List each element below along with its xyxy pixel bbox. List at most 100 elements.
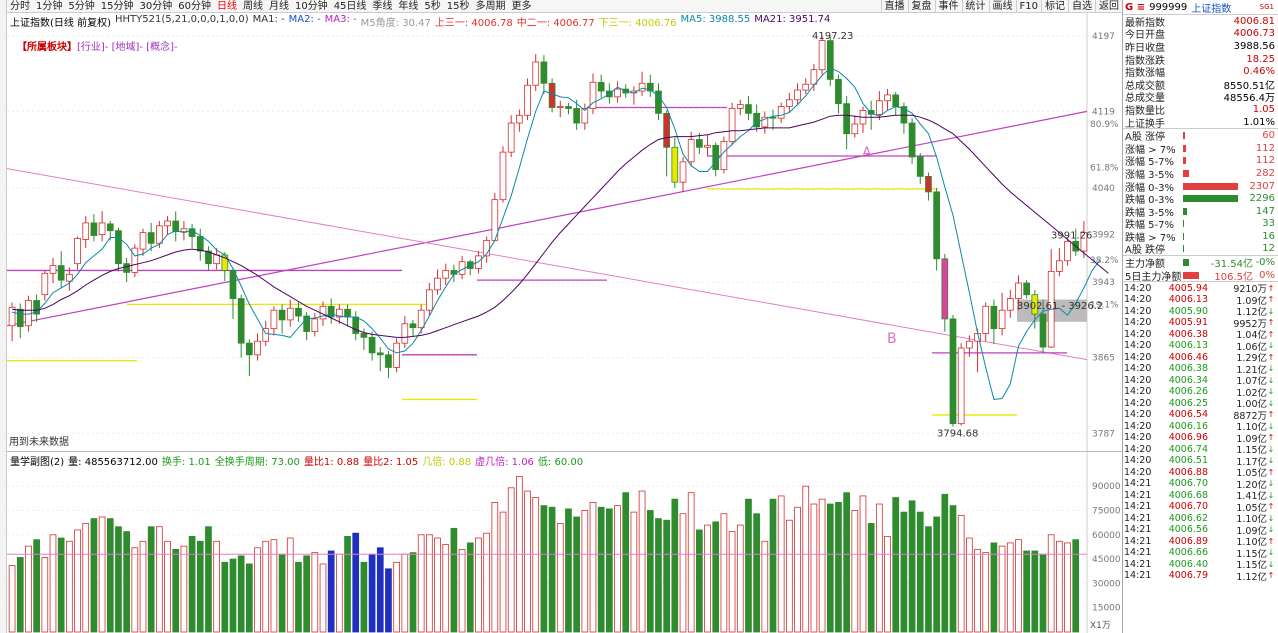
volume-bar[interactable] bbox=[540, 505, 548, 633]
tab-tool[interactable]: 统计 bbox=[961, 0, 989, 13]
candle[interactable] bbox=[941, 258, 949, 320]
volume-bar[interactable] bbox=[41, 557, 49, 633]
volume-bar[interactable] bbox=[295, 561, 302, 633]
candle[interactable] bbox=[229, 270, 237, 299]
volume-bar[interactable] bbox=[884, 536, 891, 633]
volume-bar[interactable] bbox=[311, 552, 319, 633]
candle[interactable] bbox=[286, 307, 294, 321]
candle[interactable] bbox=[736, 104, 744, 109]
volume-bar[interactable] bbox=[336, 553, 343, 633]
volume-bar[interactable] bbox=[1006, 542, 1014, 633]
volume-bar[interactable] bbox=[90, 518, 98, 633]
sector-info[interactable]: 【所属板块】[行业]- [地域]- [概念]- bbox=[17, 38, 178, 53]
volume-bar[interactable] bbox=[851, 510, 859, 633]
tab-tool[interactable]: 事件 bbox=[934, 0, 962, 13]
tick-row[interactable]: 14:20 4006.26 1.02亿 ↓ bbox=[1123, 386, 1278, 399]
candle[interactable] bbox=[925, 175, 932, 193]
volume-bar[interactable] bbox=[57, 537, 65, 633]
volume-bar[interactable] bbox=[622, 492, 630, 633]
candle[interactable] bbox=[1023, 282, 1030, 296]
volume-bar[interactable] bbox=[982, 552, 990, 633]
volume-bar[interactable] bbox=[213, 540, 220, 633]
volume-bar[interactable] bbox=[679, 513, 687, 633]
volume-bar[interactable] bbox=[156, 526, 163, 633]
candle[interactable] bbox=[1064, 240, 1071, 262]
volume-bar[interactable] bbox=[1056, 540, 1063, 633]
candle[interactable] bbox=[49, 265, 57, 274]
volume-bar[interactable] bbox=[630, 511, 638, 633]
volume-bar[interactable] bbox=[1039, 553, 1047, 633]
candle[interactable] bbox=[303, 315, 310, 332]
volume-bar[interactable] bbox=[483, 532, 490, 633]
tab-tool[interactable]: 返回 bbox=[1095, 0, 1122, 13]
volume-bar[interactable] bbox=[1047, 534, 1055, 633]
volume-bar[interactable] bbox=[319, 563, 327, 633]
tab-period[interactable]: 周线 bbox=[242, 0, 263, 12]
candle[interactable] bbox=[90, 222, 98, 236]
candle[interactable] bbox=[679, 161, 687, 183]
volume-bar[interactable] bbox=[720, 513, 728, 633]
tick-row[interactable]: 14:21 4006.66 1.15亿 ↓ bbox=[1123, 547, 1278, 560]
candle[interactable] bbox=[147, 232, 155, 244]
candle[interactable] bbox=[777, 106, 785, 119]
tab-period[interactable]: 1分钟 bbox=[36, 0, 63, 12]
volume-bar[interactable] bbox=[876, 503, 883, 633]
volume-bar[interactable] bbox=[1023, 550, 1030, 633]
candle[interactable] bbox=[368, 336, 376, 354]
volume-bar[interactable] bbox=[442, 544, 450, 633]
volume-bar[interactable] bbox=[966, 537, 973, 633]
volume-bar[interactable] bbox=[581, 510, 589, 633]
volume-bar[interactable] bbox=[139, 540, 147, 633]
tab-period[interactable]: 月线 bbox=[268, 0, 289, 12]
candle[interactable] bbox=[41, 272, 49, 296]
tick-row[interactable]: 14:20 4006.13 1.09亿 ↑ bbox=[1123, 294, 1278, 307]
volume-bar[interactable] bbox=[941, 493, 949, 633]
trend-line-up[interactable] bbox=[7, 110, 1088, 327]
volume-bar[interactable] bbox=[998, 545, 1006, 633]
candle[interactable] bbox=[851, 123, 859, 135]
candle[interactable] bbox=[720, 141, 728, 170]
candle[interactable] bbox=[802, 83, 810, 91]
candle[interactable] bbox=[581, 108, 589, 124]
tick-row[interactable]: 14:21 4006.40 1.15亿 ↓ bbox=[1123, 558, 1278, 572]
tab-period[interactable]: 15秒 bbox=[446, 0, 470, 12]
candle[interactable] bbox=[933, 191, 940, 260]
volume-bar[interactable] bbox=[164, 540, 171, 633]
candle[interactable] bbox=[131, 247, 139, 273]
tick-row[interactable]: 14:21 4006.70 1.20亿 ↓ bbox=[1123, 478, 1278, 491]
candle[interactable] bbox=[246, 342, 253, 356]
tick-row[interactable]: 14:20 4006.38 1.21亿 ↓ bbox=[1123, 363, 1278, 376]
candle[interactable] bbox=[753, 112, 760, 128]
candle[interactable] bbox=[818, 40, 826, 71]
candle[interactable] bbox=[66, 273, 73, 282]
trend-line-down[interactable] bbox=[7, 168, 1088, 361]
candle[interactable] bbox=[115, 230, 122, 265]
volume-bar[interactable] bbox=[25, 545, 32, 633]
volume-bar[interactable] bbox=[933, 516, 940, 633]
candle[interactable] bbox=[786, 99, 793, 107]
tab-period[interactable]: 30分钟 bbox=[139, 0, 173, 12]
volume-bar[interactable] bbox=[974, 548, 981, 633]
volume-bar[interactable] bbox=[687, 492, 695, 633]
candle[interactable] bbox=[16, 308, 24, 328]
candle[interactable] bbox=[33, 300, 40, 315]
tab-period[interactable]: 60分钟 bbox=[178, 0, 211, 12]
tick-row[interactable]: 14:20 4005.90 1.12亿 ↓ bbox=[1123, 305, 1278, 319]
volume-bar[interactable] bbox=[74, 529, 81, 633]
candle[interactable] bbox=[998, 309, 1006, 330]
candle[interactable] bbox=[589, 81, 597, 109]
candle[interactable] bbox=[548, 82, 556, 108]
volume-bar[interactable] bbox=[221, 561, 229, 633]
tab-period[interactable]: 10分钟 bbox=[294, 0, 328, 12]
tick-row[interactable]: 14:20 4006.13 1.06亿 ↓ bbox=[1123, 340, 1278, 353]
candle[interactable] bbox=[867, 110, 875, 115]
candle[interactable] bbox=[327, 305, 335, 318]
volume-bar[interactable] bbox=[270, 539, 278, 633]
candle[interactable] bbox=[524, 84, 531, 116]
tick-row[interactable]: 14:20 4005.94 9210万 ↑ bbox=[1123, 282, 1278, 296]
tick-row[interactable]: 14:21 4006.79 1.12亿 ↑ bbox=[1123, 570, 1278, 583]
candle[interactable] bbox=[344, 308, 351, 318]
candle[interactable] bbox=[180, 228, 188, 233]
volume-bar[interactable] bbox=[82, 523, 90, 633]
volume-bar[interactable] bbox=[925, 526, 932, 633]
